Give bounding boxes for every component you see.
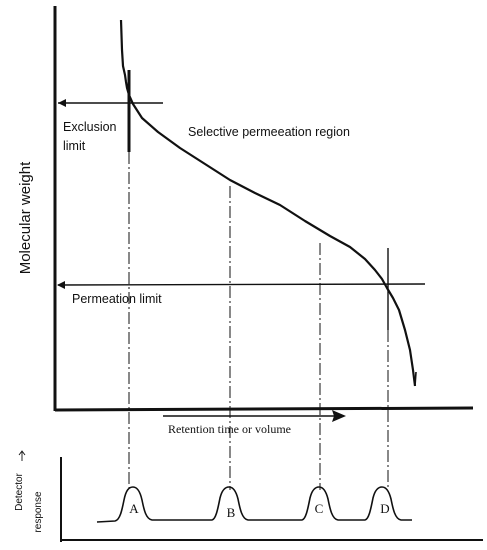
detector-label-line2: response (33, 491, 44, 533)
curve-tail (414, 371, 417, 387)
peak-label-d: D (380, 501, 389, 516)
permeation-limit-label: Permeation limit (72, 292, 162, 306)
peak-label-a: A (129, 501, 139, 516)
detector-arrow-icon (18, 450, 26, 461)
exclusion-label-2: limit (63, 139, 86, 153)
peak-label-b: B (227, 505, 236, 520)
retention-arrow-head (332, 410, 346, 422)
peak-label-c: C (315, 501, 324, 516)
calibration-curve (119, 19, 417, 387)
x-axis-label: Retention time or volume (168, 422, 291, 436)
x-axis (54, 406, 474, 412)
permeation-horizontal (57, 283, 426, 286)
exclusion-arrow-head (58, 99, 66, 107)
y-axis-label: Molecular weight (17, 161, 34, 274)
selective-region-label: Selective permeeation region (188, 125, 350, 139)
permeation-arrow-head (57, 281, 65, 289)
detector-label-line1: Detector (14, 472, 25, 510)
exclusion-label-1: Exclusion (63, 120, 117, 134)
detector-trace (96, 486, 412, 523)
